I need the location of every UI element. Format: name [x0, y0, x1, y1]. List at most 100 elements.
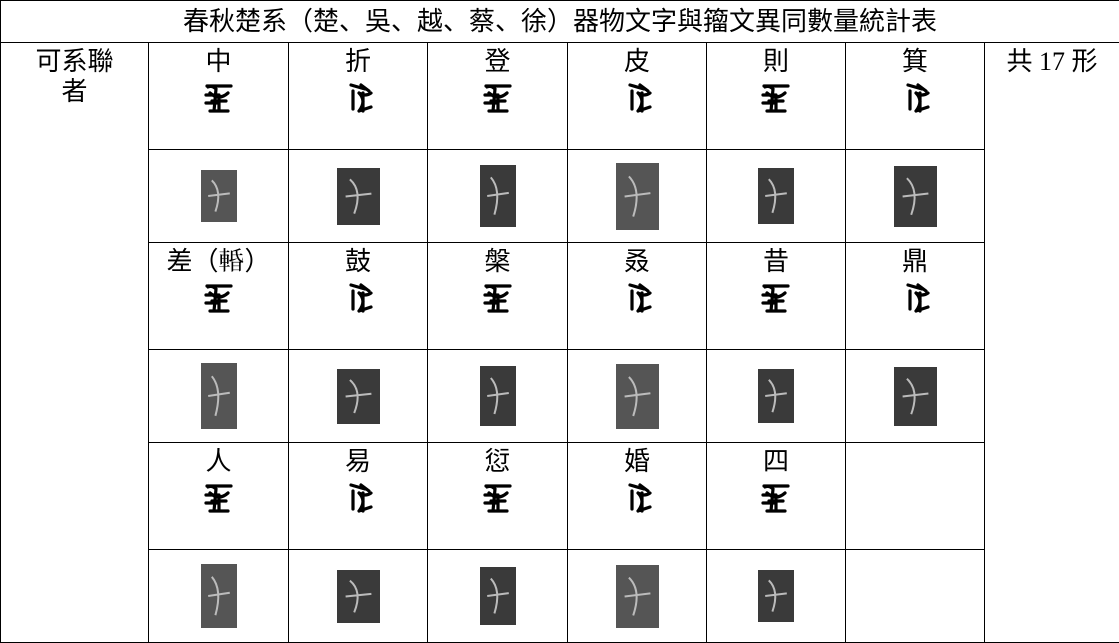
table-title: 春秋楚系（楚、吳、越、蔡、徐）器物文字與籀文異同數量統計表: [1, 1, 1119, 43]
seal-glyph: [341, 81, 375, 115]
char-cell: 易: [289, 443, 428, 550]
seal-glyph: [898, 281, 932, 315]
seal-glyph: [202, 281, 236, 315]
char-cell: 四: [707, 443, 846, 550]
row-label: 可系聯者: [1, 43, 149, 643]
rubbing-cell: [428, 150, 568, 243]
rubbing-cell: [568, 550, 707, 643]
rubbing-cell: [707, 150, 846, 243]
seal-glyph: [481, 281, 515, 315]
rubbing-image: [758, 570, 794, 622]
seal-stroke: [630, 285, 650, 311]
modern-char: 箕: [846, 47, 984, 77]
seal-stroke: [908, 85, 928, 111]
row-label-text: 可系聯者: [33, 47, 117, 107]
rubbing-cell: [428, 550, 568, 643]
char-cell: 皮: [568, 43, 707, 150]
char-cell: 鼎: [846, 243, 985, 350]
char-cell: 登: [428, 43, 568, 150]
seal-glyph: [759, 481, 793, 515]
char-cell: 愆: [428, 443, 568, 550]
modern-char: 鼎: [846, 247, 984, 277]
seal-glyph: [759, 81, 793, 115]
modern-char: 則: [707, 47, 845, 77]
rubbing-image: [480, 366, 516, 426]
char-cell: 昔: [707, 243, 846, 350]
seal-stroke: [763, 86, 788, 111]
modern-char: 人: [149, 447, 288, 477]
rubbing-image: [616, 364, 659, 429]
char-cell: 差（𨌲）: [149, 243, 289, 350]
seal-glyph: [620, 481, 654, 515]
char-row: 可系聯者中折登皮則箕共 17 形: [1, 43, 1119, 150]
count-note: 共 17 形: [985, 43, 1119, 643]
seal-stroke: [351, 85, 371, 111]
rubbing-cell: [289, 150, 428, 243]
seal-stroke: [206, 286, 231, 311]
seal-glyph: [202, 481, 236, 515]
rubbing-image: [337, 570, 380, 623]
rubbing-row: [1, 150, 1119, 243]
rubbing-cell: [149, 150, 289, 243]
rubbing-image: [894, 166, 937, 227]
seal-stroke: [763, 286, 788, 311]
modern-char: 鼓: [289, 247, 427, 277]
char-cell: 鼓: [289, 243, 428, 350]
rubbing-cell: [428, 350, 568, 443]
modern-char: 槃: [428, 247, 567, 277]
seal-stroke: [206, 486, 231, 511]
seal-stroke: [206, 86, 231, 111]
char-cell: 人: [149, 443, 289, 550]
modern-char: 叒: [568, 247, 706, 277]
rubbing-row: [1, 550, 1119, 643]
modern-char: 折: [289, 47, 427, 77]
seal-glyph: [341, 281, 375, 315]
rubbing-cell: [149, 350, 289, 443]
seal-stroke: [485, 486, 510, 511]
char-cell: 折: [289, 43, 428, 150]
rubbing-image: [480, 165, 516, 227]
seal-glyph: [341, 481, 375, 515]
modern-char: 登: [428, 47, 567, 77]
char-cell: 箕: [846, 43, 985, 150]
char-cell: 中: [149, 43, 289, 150]
rubbing-image: [616, 565, 659, 628]
rubbing-image: [758, 369, 794, 423]
modern-char: 昔: [707, 247, 845, 277]
seal-glyph: [898, 81, 932, 115]
rubbing-cell: [707, 350, 846, 443]
seal-glyph: [202, 81, 236, 115]
rubbing-cell: [846, 350, 985, 443]
modern-char: 愆: [428, 447, 567, 477]
rubbing-cell: [289, 550, 428, 643]
seal-stroke: [908, 285, 928, 311]
rubbing-cell: [149, 550, 289, 643]
seal-stroke: [485, 86, 510, 111]
rubbing-cell: [568, 150, 707, 243]
rubbing-image: [201, 564, 237, 628]
char-cell: 槃: [428, 243, 568, 350]
seal-stroke: [763, 486, 788, 511]
modern-char: 差（𨌲）: [149, 247, 288, 277]
char-row: 差（𨌲）鼓槃叒昔鼎: [1, 243, 1119, 350]
seal-glyph: [481, 481, 515, 515]
char-row: 人易愆婚四: [1, 443, 1119, 550]
rubbing-image: [337, 369, 380, 424]
seal-stroke: [630, 485, 650, 511]
rubbing-image: [758, 168, 794, 224]
seal-glyph: [620, 281, 654, 315]
modern-char: 皮: [568, 47, 706, 77]
seal-stroke: [351, 285, 371, 311]
seal-stroke: [630, 85, 650, 111]
seal-stroke: [351, 485, 371, 511]
char-cell: 婚: [568, 443, 707, 550]
rubbing-cell: [289, 350, 428, 443]
rubbing-cell: [568, 350, 707, 443]
char-cell: 則: [707, 43, 846, 150]
rubbing-cell: [846, 550, 985, 643]
seal-stroke: [485, 286, 510, 311]
modern-char: 中: [149, 47, 288, 77]
rubbing-image: [337, 168, 380, 225]
rubbing-cell: [707, 550, 846, 643]
